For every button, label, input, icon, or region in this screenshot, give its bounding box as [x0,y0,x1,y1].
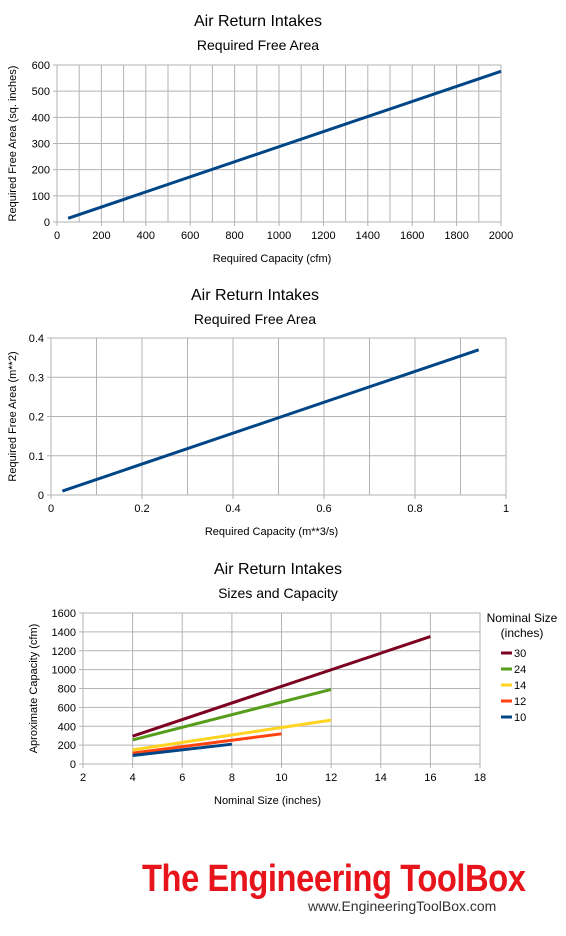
y-tick-label: 1000 [52,665,76,677]
x-tick-label: 600 [181,230,199,242]
x-tick-label: 2000 [489,230,513,242]
x-tick-label: 0 [54,230,60,242]
y-tick-label: 200 [32,165,50,177]
x-tick-label: 400 [137,230,155,242]
x-tick-label: 0.6 [316,503,331,515]
chart-2-svg: Air Return Intakes Required Free Area 0 0.2… [7,287,509,538]
y-axis-label: Aproximate Capacity (cfm) [28,624,40,754]
x-tick-label: 6 [179,772,185,784]
y-tick-label: 1400 [52,627,76,639]
x-tick-label: 4 [130,772,136,784]
chart-title: Air Return Intakes [214,561,342,578]
x-tick-label: 1200 [311,230,335,242]
x-tick-label: 0.2 [134,503,149,515]
series-line-10 [132,742,233,757]
x-tick-label: 12 [325,772,337,784]
x-tick-label: 0.8 [407,503,422,515]
legend-label-12: 12 [514,696,526,708]
y-tick-label: 0 [70,759,76,771]
series-line-30 [132,635,431,738]
x-tick-label: 0.4 [225,503,240,515]
x-tick-label: 2 [80,772,86,784]
y-tick-label: 0 [38,490,44,502]
y-tick-label: 800 [58,684,76,696]
y-tick-label: 500 [32,86,50,98]
brand-name: The Engineering ToolBox [142,858,526,900]
y-tick-label: 0.1 [29,451,44,463]
y-tick-label: 0.4 [29,333,44,345]
y-axis-label: Required Free Area (m**2) [7,351,19,481]
legend-label-24: 24 [514,664,526,676]
series-line-12 [132,732,282,755]
legend-label-10: 10 [514,712,526,724]
y-tick-label: 400 [58,721,76,733]
y-tick-label: 600 [32,60,50,72]
y-tick-label: 600 [58,702,76,714]
brand-url: www.EngineeringToolBox.com [308,898,497,914]
x-tick-label: 1800 [444,230,468,242]
chart-1-svg: Air Return Intakes Required Free Area 0 200… [7,13,513,265]
y-tick-label: 100 [32,191,50,203]
x-tick-label: 200 [92,230,110,242]
legend-title: (inches) [501,626,544,640]
chart-title: Air Return Intakes [191,287,319,304]
chart-subtitle: Required Free Area [197,37,319,53]
y-tick-label: 0 [44,217,50,229]
x-tick-label: 10 [275,772,287,784]
y-tick-label: 1200 [52,646,76,658]
y-tick-label: 300 [32,139,50,151]
chart-free-area-metric: Air Return Intakes Required Free Area 0 0.2… [0,275,566,547]
x-tick-label: 0 [48,503,54,515]
chart-subtitle: Sizes and Capacity [218,585,338,601]
legend-title: Nominal Size [487,611,558,625]
x-tick-label: 800 [225,230,243,242]
legend-label-14: 14 [514,680,526,692]
y-tick-label: 1600 [52,608,76,620]
legend-label-30: 30 [514,648,526,660]
x-axis-label: Required Capacity (cfm) [213,253,332,265]
x-tick-label: 1000 [267,230,291,242]
series-line-0 [67,69,502,220]
chart-subtitle: Required Free Area [194,311,316,327]
x-tick-label: 1600 [400,230,424,242]
x-tick-label: 1 [503,503,509,515]
y-axis-label: Required Free Area (sq. inches) [7,66,19,222]
series-line-24 [132,687,332,742]
x-axis-label: Nominal Size (inches) [214,795,321,807]
series-line-14 [132,718,332,752]
chart-title: Air Return Intakes [194,13,322,30]
x-tick-label: 1400 [356,230,380,242]
chart-sizes-capacity: Air Return Intakes Sizes and Capacity 2 4 6 8… [0,550,566,820]
x-tick-label: 14 [375,772,387,784]
y-tick-label: 400 [32,112,50,124]
y-tick-label: 0.2 [29,412,44,424]
x-tick-label: 16 [424,772,436,784]
y-tick-label: 0.3 [29,372,44,384]
x-axis-label: Required Capacity (m**3/s) [205,526,338,538]
chart-free-area-imperial: Air Return Intakes Required Free Area 0 200… [0,0,566,272]
x-tick-label: 18 [474,772,486,784]
series-line-0 [61,348,480,493]
y-tick-label: 200 [58,740,76,752]
x-tick-label: 8 [229,772,235,784]
